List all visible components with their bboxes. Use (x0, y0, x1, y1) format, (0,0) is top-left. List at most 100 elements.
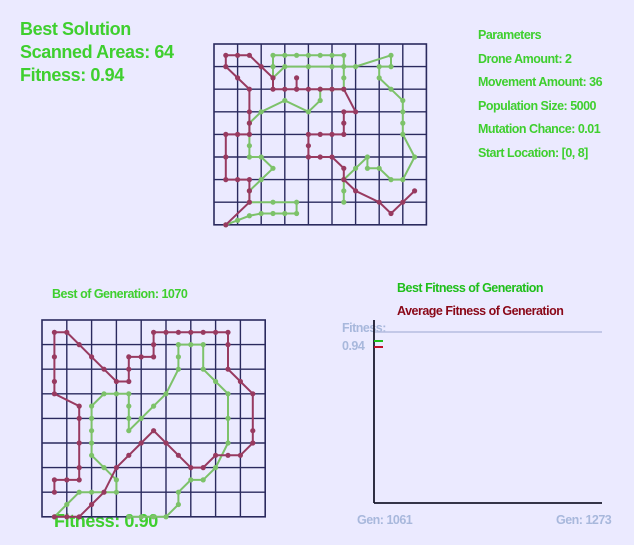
best-drone-1-waypoint (246, 177, 252, 183)
gen-drone-1-waypoint (250, 440, 256, 446)
legend-best-fitness: Best Fitness of Generation (397, 281, 544, 295)
gen-drone-1-waypoint (76, 403, 82, 409)
gen-drone-2-waypoint (200, 477, 206, 483)
legend-average-fitness: Average Fitness of Generation (397, 304, 564, 318)
best-drone-2-waypoint (364, 165, 370, 171)
best-drone-1-waypoint (305, 86, 311, 92)
gen-drone-1-waypoint (188, 329, 194, 335)
best-drone-1-waypoint (223, 222, 229, 228)
gen-drone-2-waypoint (225, 391, 231, 397)
gen-drone-1-waypoint (51, 489, 58, 495)
generation-grid (41, 319, 266, 520)
gen-drone-1-waypoint (126, 452, 132, 458)
gen-drone-1-waypoint (151, 329, 157, 335)
gen-drone-2-waypoint (225, 440, 231, 446)
gen-drone-2-waypoint (175, 501, 181, 508)
best-drone-1-waypoint (246, 86, 252, 92)
scanned-areas-label: Scanned Areas: 64 (20, 42, 174, 62)
best-drone-2-waypoint (258, 154, 264, 160)
gen-drone-1-waypoint (126, 354, 132, 360)
gen-drone-1-waypoint (225, 342, 231, 348)
gen-drone-2-waypoint (113, 489, 119, 495)
best-drone-1-waypoint (223, 131, 229, 137)
gen-drone-1-waypoint (51, 477, 58, 483)
gen-drone-2-waypoint (113, 391, 119, 397)
gen-drone-1-path (53, 331, 254, 518)
best-drone-1-waypoint (305, 143, 311, 149)
best-drone-2-path (225, 53, 416, 226)
best-drone-1-waypoint (341, 131, 347, 137)
chart-legend: Best Fitness of Generation Average Fitne… (397, 277, 564, 323)
best-drone-1-waypoint (235, 75, 241, 81)
best-drone-2-waypoint (270, 165, 276, 171)
best-drone-1-waypoint (329, 131, 335, 137)
best-drone-1-waypoint (223, 52, 229, 58)
gen-drone-2-waypoint (200, 342, 206, 348)
best-drone-2-waypoint (270, 52, 276, 58)
gen-drone-1-waypoint (200, 329, 206, 335)
chart-x-end-label: Gen: 1273 (556, 513, 612, 527)
best-drone-1-waypoint (353, 188, 359, 194)
gen-drone-1-waypoint (225, 329, 231, 335)
gen-drone-2-waypoint (163, 391, 169, 397)
best-solution-panel: Best Solution Scanned Areas: 64 Fitness:… (20, 18, 174, 87)
gen-drone-2-waypoint (175, 342, 181, 348)
population-size-label: Population Size: 5000 (478, 98, 597, 113)
best-drone-2-waypoint (353, 165, 359, 171)
best-drone-2-waypoint (258, 177, 264, 183)
gen-drone-2-waypoint (64, 501, 70, 508)
gen-drone-2-waypoint (175, 366, 181, 372)
best-drone-1-waypoint (317, 154, 323, 160)
parameters-panel: Parameters Drone Amount: 2 Movement Amou… (478, 24, 603, 165)
best-drone-2-waypoint (270, 210, 276, 217)
gen-drone-1-waypoint (51, 329, 58, 335)
best-drone-2-waypoint (341, 75, 347, 81)
gen-drone-2-waypoint (89, 403, 95, 409)
gen-drone-2-waypoint (113, 477, 119, 483)
gen-drone-2-waypoint (188, 477, 194, 483)
gen-drone-1-waypoint (225, 366, 231, 372)
best-drone-1-waypoint (388, 210, 394, 217)
best-drone-2-waypoint (376, 165, 382, 171)
gen-drone-2-waypoint (126, 403, 132, 409)
gen-drone-1-waypoint (213, 329, 219, 335)
gen-drone-1-waypoint (76, 342, 82, 348)
best-drone-1-waypoint (223, 177, 229, 183)
best-drone-1-waypoint (246, 120, 252, 126)
gen-drone-1-waypoint (151, 428, 157, 434)
best-drone-2-waypoint (364, 154, 370, 160)
gen-drone-1-waypoint (76, 477, 82, 483)
best-drone-1-waypoint (246, 131, 252, 137)
gen-drone-1-waypoint (51, 354, 58, 360)
best-drone-2-waypoint (246, 143, 252, 149)
best-drone-2-waypoint (270, 199, 276, 205)
gen-drone-2-waypoint (126, 428, 132, 434)
best-drone-2-waypoint (305, 64, 311, 70)
best-drone-1-waypoint (317, 131, 323, 137)
best-drone-1-waypoint (305, 154, 311, 160)
best-drone-1-waypoint (235, 131, 241, 137)
gen-drone-1-waypoint (101, 366, 107, 372)
gen-drone-1-waypoint (126, 366, 132, 372)
best-drone-1-waypoint (246, 109, 252, 115)
best-drone-2-waypoint (258, 210, 264, 217)
best-drone-2-waypoint (246, 213, 252, 219)
gen-drone-1-waypoint (138, 440, 144, 446)
best-drone-1-waypoint (246, 188, 252, 194)
gen-drone-2-waypoint (188, 342, 194, 348)
gen-drone-2-waypoint (138, 415, 144, 421)
gen-drone-2-waypoint (89, 452, 95, 458)
best-drone-1-waypoint (400, 199, 406, 205)
best-drone-1-waypoint (341, 165, 347, 171)
best-drone-2-waypoint (246, 154, 252, 160)
gen-drone-1-waypoint (113, 378, 119, 385)
gen-drone-1-waypoint (163, 329, 169, 335)
chart-x-start-label: Gen: 1061 (357, 513, 413, 527)
gen-drone-2-waypoint (151, 514, 157, 520)
gen-drone-2-waypoint (163, 514, 169, 520)
best-drone-1-waypoint (294, 86, 300, 92)
gen-drone-2-waypoint (126, 391, 132, 397)
gen-drone-1-waypoint (225, 452, 231, 458)
best-drone-2-waypoint (282, 210, 288, 217)
gen-drone-2-waypoint (89, 428, 95, 434)
